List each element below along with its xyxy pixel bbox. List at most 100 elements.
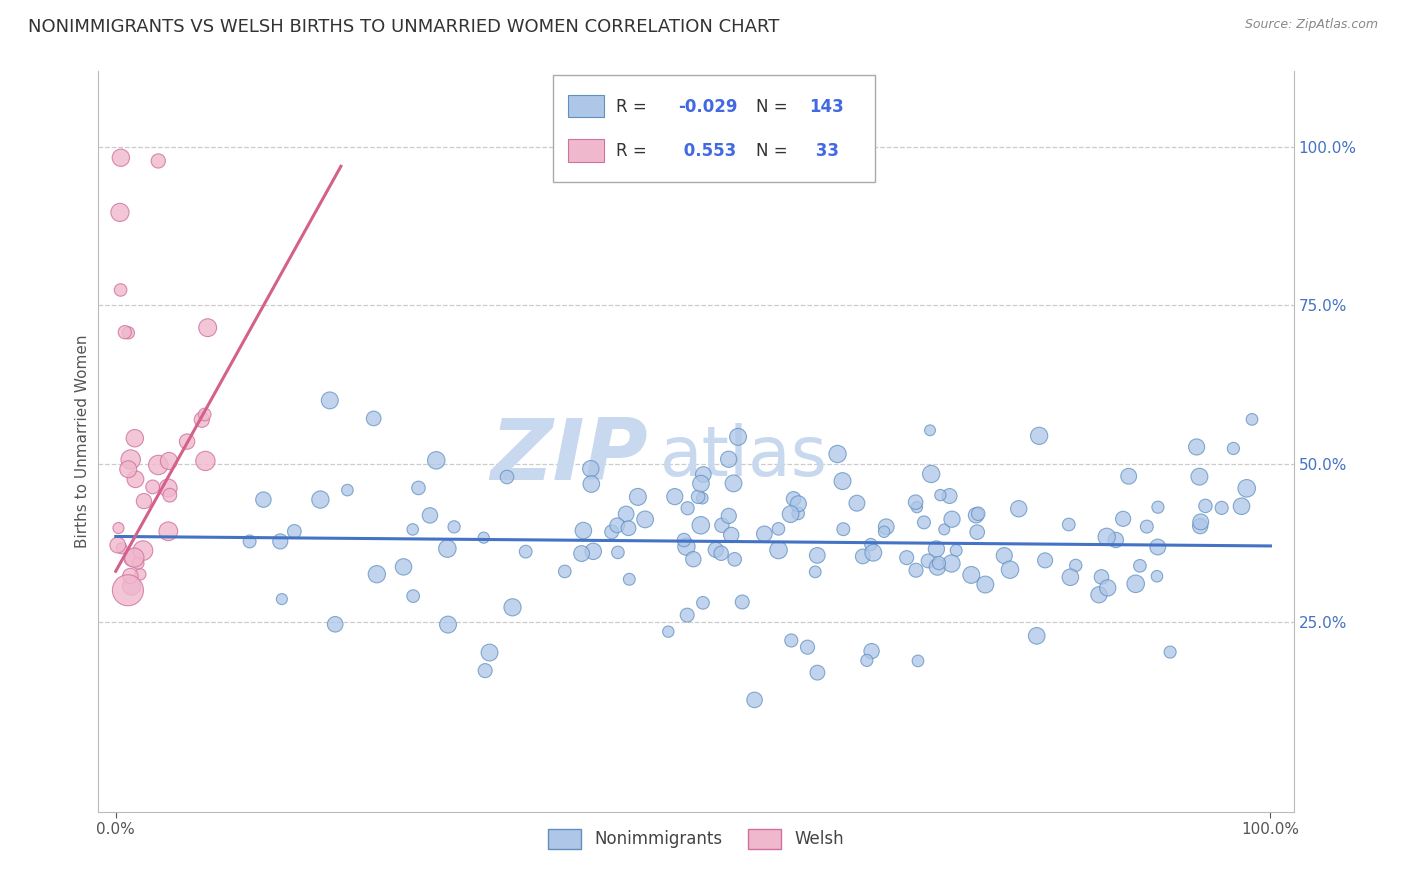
- Point: [194, 408, 217, 422]
- Point: [363, 411, 385, 425]
- Point: [688, 490, 710, 504]
- Point: [859, 537, 882, 551]
- Point: [856, 653, 879, 667]
- Legend: Nonimmigrants, Welsh: Nonimmigrants, Welsh: [541, 822, 851, 855]
- Point: [967, 507, 990, 521]
- Text: N =: N =: [756, 143, 787, 161]
- Point: [1189, 515, 1212, 529]
- Point: [419, 508, 441, 523]
- Point: [436, 541, 458, 556]
- Point: [408, 481, 430, 495]
- Point: [682, 552, 704, 566]
- Point: [129, 567, 152, 582]
- Point: [148, 153, 170, 168]
- Point: [191, 413, 214, 427]
- Point: [692, 596, 714, 610]
- Point: [1188, 469, 1211, 483]
- Point: [928, 556, 950, 570]
- Point: [148, 458, 170, 472]
- Point: [392, 560, 415, 574]
- Point: [1118, 469, 1140, 483]
- Point: [960, 568, 983, 582]
- Point: [974, 577, 997, 591]
- Point: [114, 325, 136, 339]
- Point: [443, 520, 465, 534]
- Point: [727, 430, 749, 444]
- Point: [907, 654, 929, 668]
- Point: [965, 508, 987, 523]
- Point: [692, 491, 714, 506]
- Point: [675, 540, 697, 554]
- Text: 33: 33: [810, 143, 838, 161]
- Point: [945, 543, 967, 558]
- Point: [402, 523, 425, 537]
- Point: [717, 508, 740, 523]
- Point: [1230, 500, 1253, 514]
- Point: [920, 467, 942, 481]
- Point: [1194, 499, 1216, 513]
- Point: [157, 454, 180, 468]
- Point: [689, 518, 711, 533]
- Point: [159, 488, 181, 502]
- Point: [402, 589, 425, 603]
- Point: [754, 527, 776, 541]
- Point: [121, 579, 143, 593]
- Point: [157, 524, 180, 539]
- Point: [1211, 500, 1233, 515]
- Point: [873, 524, 896, 539]
- Text: N =: N =: [756, 98, 787, 116]
- Point: [107, 538, 129, 552]
- Text: NONIMMIGRANTS VS WELSH BIRTHS TO UNMARRIED WOMEN CORRELATION CHART: NONIMMIGRANTS VS WELSH BIRTHS TO UNMARRI…: [28, 18, 779, 36]
- Point: [1025, 629, 1047, 643]
- Point: [600, 524, 623, 539]
- Point: [606, 545, 628, 559]
- Point: [782, 491, 804, 506]
- Point: [472, 531, 495, 545]
- Point: [723, 476, 745, 491]
- Point: [1059, 570, 1081, 584]
- Point: [478, 646, 501, 660]
- Point: [917, 554, 939, 568]
- Point: [474, 664, 496, 678]
- Text: atlas: atlas: [661, 423, 828, 490]
- Point: [806, 549, 828, 563]
- Point: [619, 572, 641, 586]
- Point: [323, 617, 346, 632]
- Point: [124, 550, 146, 565]
- Point: [319, 393, 342, 408]
- FancyBboxPatch shape: [568, 95, 605, 117]
- Point: [110, 151, 132, 165]
- Point: [157, 481, 180, 495]
- Point: [634, 512, 657, 526]
- Point: [1095, 530, 1118, 544]
- Point: [571, 547, 593, 561]
- Point: [845, 496, 868, 510]
- Point: [617, 521, 640, 535]
- Text: R =: R =: [616, 98, 647, 116]
- Point: [1222, 442, 1244, 456]
- Point: [581, 477, 603, 491]
- Point: [904, 495, 927, 509]
- Point: [108, 205, 131, 219]
- Point: [120, 452, 142, 467]
- Point: [905, 500, 928, 515]
- Point: [934, 523, 956, 537]
- Point: [998, 563, 1021, 577]
- Point: [502, 600, 524, 615]
- Point: [554, 565, 576, 579]
- FancyBboxPatch shape: [568, 139, 605, 161]
- Point: [1008, 501, 1031, 516]
- Point: [582, 544, 605, 558]
- Point: [768, 543, 790, 558]
- Point: [806, 665, 828, 680]
- Point: [121, 550, 143, 565]
- Point: [1033, 553, 1056, 567]
- Point: [111, 541, 134, 556]
- Point: [710, 546, 733, 560]
- Point: [124, 472, 146, 486]
- Point: [1147, 500, 1170, 515]
- Point: [941, 512, 963, 526]
- Point: [804, 565, 827, 579]
- Y-axis label: Births to Unmarried Women: Births to Unmarried Women: [75, 334, 90, 549]
- Point: [787, 497, 810, 511]
